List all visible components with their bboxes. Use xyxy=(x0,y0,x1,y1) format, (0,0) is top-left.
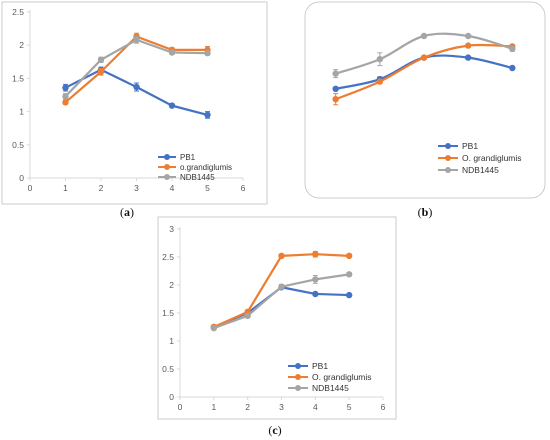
data-point xyxy=(97,56,105,64)
legend-label: PB1 xyxy=(180,153,196,162)
data-point xyxy=(312,251,319,258)
legend-label: NDB1445 xyxy=(462,165,499,175)
data-point xyxy=(204,49,211,57)
legend-swatch-marker xyxy=(445,155,451,161)
data-point xyxy=(509,45,516,52)
data-point xyxy=(376,78,384,85)
x-tick-label: 3 xyxy=(279,402,284,412)
y-tick-label: 0 xyxy=(19,173,24,183)
y-tick-label: 2 xyxy=(169,280,174,290)
caption-c-letter: c xyxy=(272,423,278,437)
legend-swatch-marker xyxy=(295,363,301,369)
data-point xyxy=(332,96,339,103)
data-point xyxy=(332,70,339,77)
data-point xyxy=(204,111,211,119)
data-point xyxy=(210,324,218,332)
x-tick-label: 4 xyxy=(170,183,175,193)
x-tick-label: 3 xyxy=(134,183,139,193)
legend-label: o.grandiglumis xyxy=(180,163,232,172)
data-point xyxy=(345,291,353,299)
data-point xyxy=(312,276,319,283)
legend-swatch-marker xyxy=(164,154,170,160)
legend-label: PB1 xyxy=(462,141,478,151)
y-tick-label: 2 xyxy=(19,40,24,50)
x-tick-label: 0 xyxy=(28,183,33,193)
y-tick-label: 1 xyxy=(169,336,174,346)
legend-label: O. grandiglumis xyxy=(312,372,372,382)
legend-swatch-marker xyxy=(445,143,451,149)
y-tick-label: 0 xyxy=(169,392,174,402)
data-point xyxy=(62,93,69,100)
data-point xyxy=(345,252,353,260)
data-point xyxy=(278,252,285,260)
chart-a-frame xyxy=(1,1,268,205)
data-point xyxy=(464,54,472,61)
data-point xyxy=(509,64,516,72)
y-tick-label: 0.5 xyxy=(162,364,174,374)
x-tick-label: 4 xyxy=(313,402,318,412)
x-tick-label: 0 xyxy=(178,402,183,412)
data-point xyxy=(97,68,105,75)
data-point xyxy=(376,56,384,63)
data-point xyxy=(420,32,428,40)
legend-swatch-marker xyxy=(295,374,301,380)
x-tick-label: 6 xyxy=(381,402,386,412)
x-tick-label: 6 xyxy=(241,183,246,193)
data-point xyxy=(464,32,472,40)
data-point xyxy=(312,290,319,298)
legend-label: O. grandiglumis xyxy=(462,153,522,163)
chart-c-frame xyxy=(157,216,397,420)
x-tick-label: 5 xyxy=(205,183,210,193)
chart-b-frame xyxy=(304,1,546,199)
y-tick-label: 0.5 xyxy=(12,140,24,150)
legend-label: NDB1445 xyxy=(312,383,349,393)
data-point xyxy=(278,283,285,290)
y-tick-label: 3 xyxy=(169,224,174,234)
x-tick-label: 1 xyxy=(211,402,216,412)
legend-label: NDB1445 xyxy=(180,173,215,182)
chart-a: 0 0.5 1 1.5 2 2.5 0 1 2 3 4 5 6 PB1o.grandiglumisNDB1… xyxy=(1,1,268,205)
legend-swatch-marker xyxy=(445,167,451,173)
x-tick-label: 2 xyxy=(99,183,104,193)
data-point xyxy=(62,84,69,91)
legend-swatch-marker xyxy=(295,385,301,391)
data-point xyxy=(420,54,428,61)
data-point xyxy=(168,102,176,109)
data-point xyxy=(464,42,472,49)
legend-label: PB1 xyxy=(312,361,328,371)
data-point xyxy=(244,312,251,319)
caption-a-letter: a xyxy=(124,205,130,219)
data-point xyxy=(345,271,353,278)
x-tick-label: 2 xyxy=(245,402,250,412)
data-point xyxy=(133,36,140,44)
data-point xyxy=(133,83,140,91)
y-tick-label: 2.5 xyxy=(162,252,174,262)
caption-c: (c) xyxy=(268,423,282,437)
y-tick-label: 1.5 xyxy=(12,73,24,83)
y-tick-label: 1.5 xyxy=(162,308,174,318)
chart-b: PB1 O. grandiglumis NDB1445 xyxy=(304,1,546,199)
y-tick-label: 2.5 xyxy=(12,7,24,17)
legend-swatch-marker xyxy=(164,164,170,170)
caption-b: (b) xyxy=(417,205,433,219)
caption-a: (a) xyxy=(120,205,134,219)
legend-swatch-marker xyxy=(164,174,170,180)
x-tick-label: 1 xyxy=(63,183,68,193)
data-point xyxy=(332,85,339,93)
data-point xyxy=(62,99,69,106)
x-tick-label: 5 xyxy=(347,402,352,412)
y-tick-label: 1 xyxy=(19,107,24,117)
caption-b-letter: b xyxy=(421,205,429,219)
data-point xyxy=(168,49,176,56)
